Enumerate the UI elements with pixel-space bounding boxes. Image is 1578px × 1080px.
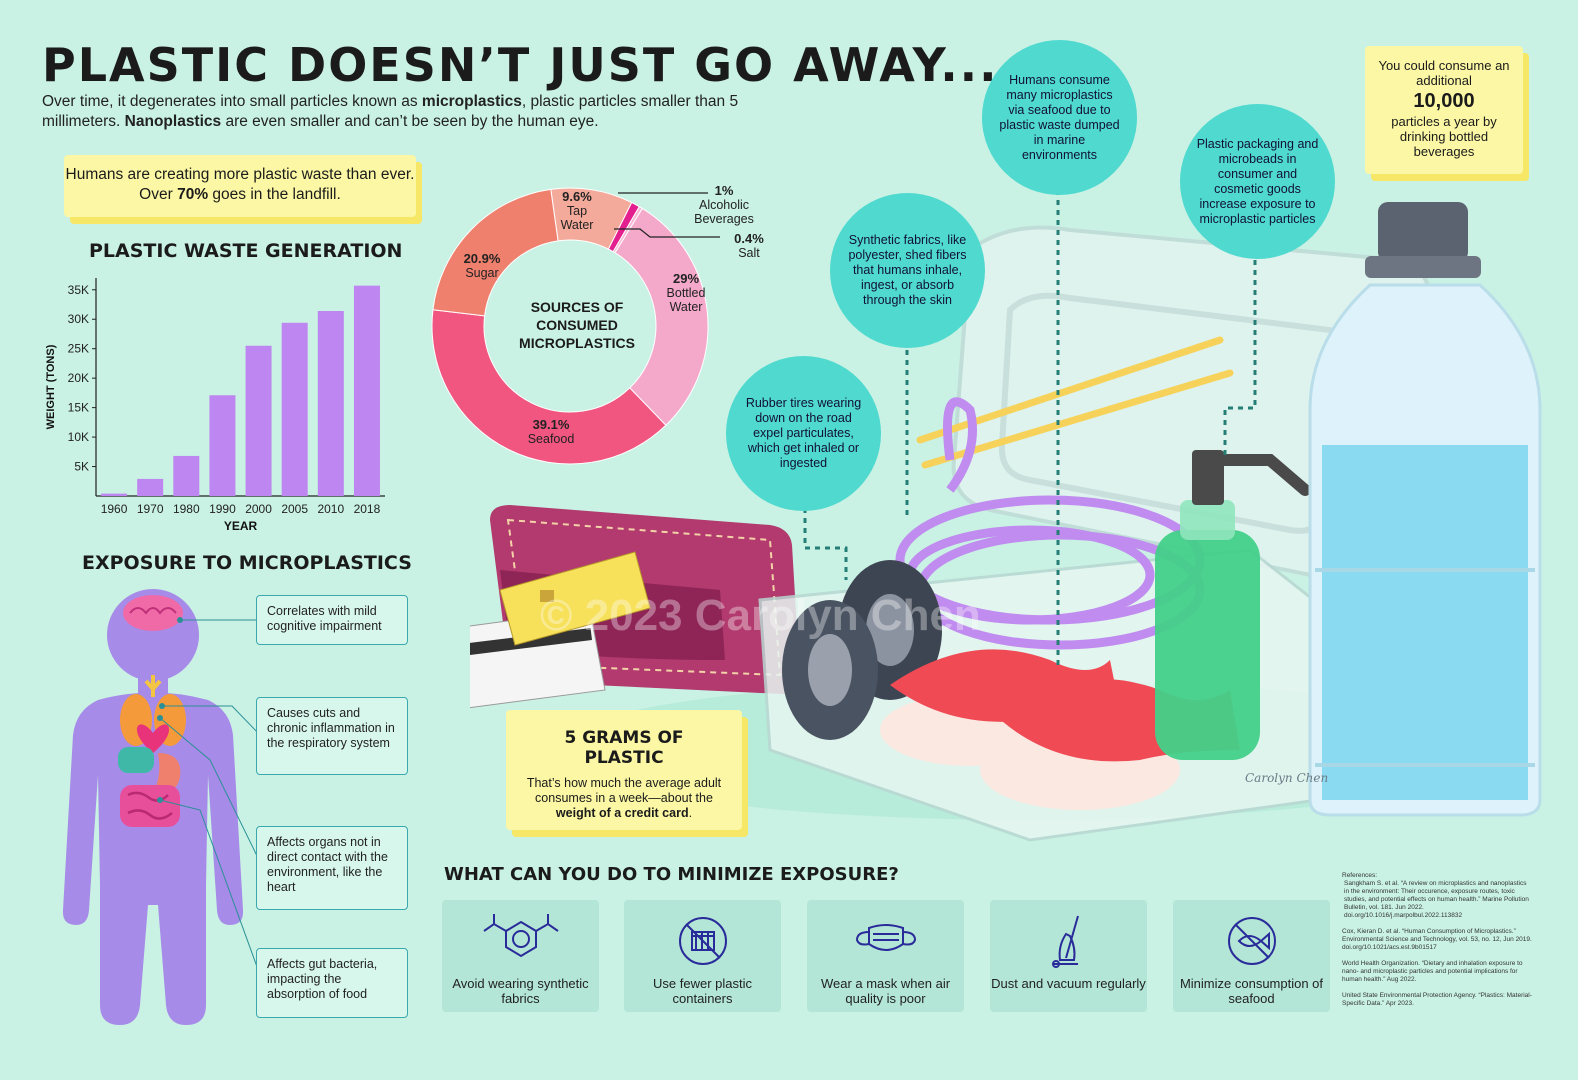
bar-1960 bbox=[101, 493, 128, 496]
donut-label-tap: 9.6% Tap Water bbox=[560, 189, 594, 233]
donut-label-bottled: 29% Bottled Water bbox=[666, 271, 706, 315]
x-tick-label: 1970 bbox=[137, 502, 164, 516]
x-tick-label: 1990 bbox=[209, 502, 236, 516]
donut-slice-bottled-water bbox=[614, 207, 709, 426]
y-axis-label: WEIGHT (TONS) bbox=[45, 344, 57, 429]
five-grams-heading: 5 GRAMS OF PLASTIC bbox=[564, 728, 684, 768]
reference-item: World Health Organization. “Dietary and … bbox=[1342, 960, 1523, 983]
donut-slice-seafood bbox=[431, 309, 667, 465]
x-axis-label: YEAR bbox=[224, 519, 258, 533]
y-tick-label: 30K bbox=[68, 312, 89, 326]
x-tick-label: 2018 bbox=[354, 502, 381, 516]
bar-2005 bbox=[281, 322, 308, 496]
scene-illustration: Carolyn Chen © 2023 Carolyn Chen bbox=[470, 202, 1542, 842]
x-tick-label: 1960 bbox=[101, 502, 128, 516]
donut-label-salt: 0.4% Salt bbox=[734, 231, 764, 261]
five-grams-note: 5 GRAMS OF PLASTIC That’s how much the a… bbox=[506, 710, 742, 830]
reference-item: United State Environmental Protection Ag… bbox=[1342, 992, 1532, 1007]
x-tick-label: 1980 bbox=[173, 502, 200, 516]
callout-heart: Affects organs not in direct contact wit… bbox=[256, 826, 408, 910]
donut-center-label: SOURCES OF CONSUMED MICROPLASTICS bbox=[519, 299, 635, 351]
illustration-signature: Carolyn Chen bbox=[1245, 771, 1328, 785]
bubble-packaging: Plastic packaging and microbeads in cons… bbox=[1180, 104, 1335, 259]
particles-count: 10,000 bbox=[1413, 90, 1475, 112]
bar-1970 bbox=[137, 478, 164, 496]
page-title: PLASTIC DOESN’T JUST GO AWAY... bbox=[42, 38, 999, 92]
y-tick-label: 5K bbox=[74, 460, 89, 474]
donut-leader-lines bbox=[614, 192, 720, 238]
bubble-tires: Rubber tires wearing down on the road ex… bbox=[726, 356, 881, 511]
y-tick-label: 15K bbox=[68, 401, 89, 415]
microplastic-sources-donut bbox=[431, 187, 709, 465]
brain-icon bbox=[123, 595, 183, 631]
human-body-illustration bbox=[62, 589, 244, 1025]
bar-1990 bbox=[209, 395, 236, 496]
trachea-icon bbox=[144, 675, 162, 697]
bottled-beverage-note: You could consume an additional 10,000 p… bbox=[1365, 46, 1523, 174]
tires-illustration bbox=[782, 560, 942, 740]
soap-dispenser-illustration bbox=[1155, 450, 1311, 760]
donut-label-alcoholic: 1% Alcoholic Beverages bbox=[694, 183, 754, 227]
landfill-note: Humans are creating more plastic waste t… bbox=[64, 155, 416, 217]
x-tick-label: 2005 bbox=[281, 502, 308, 516]
callout-gut: Affects gut bacteria, impacting the abso… bbox=[256, 948, 408, 1018]
x-tick-label: 2000 bbox=[245, 502, 272, 516]
donut-label-seafood: 39.1% Seafood bbox=[527, 417, 575, 447]
exposure-leader-lines bbox=[157, 617, 261, 976]
heart-icon bbox=[136, 724, 170, 753]
bar-2000 bbox=[245, 345, 272, 496]
bar-2010 bbox=[317, 310, 344, 496]
no-containers-icon bbox=[678, 917, 727, 965]
bar-1980 bbox=[173, 455, 200, 496]
exposure-heading: EXPOSURE TO MICROPLASTICS bbox=[82, 552, 412, 574]
tip-fabrics: Avoid wearing synthetic fabrics bbox=[442, 900, 599, 1012]
bubble-fabrics: Synthetic fabrics, like polyester, shed … bbox=[830, 193, 985, 348]
water-bottle-illustration bbox=[1308, 202, 1542, 817]
waste-bar-chart: 5K 10K 15K 20K 25K 30K 35K 1960 1970 1980 1990 2000… bbox=[45, 278, 385, 533]
y-tick-label: 35K bbox=[68, 283, 89, 297]
intro-text: Over time, it degenerates into small par… bbox=[42, 93, 739, 130]
tip-seafood: Minimize consumption of seafood bbox=[1173, 900, 1330, 1012]
y-tick-label: 10K bbox=[68, 430, 89, 444]
x-tick-label: 2010 bbox=[317, 502, 344, 516]
minimize-heading: WHAT CAN YOU DO TO MINIMIZE EXPOSURE? bbox=[444, 864, 899, 885]
tip-mask: Wear a mask when air quality is poor bbox=[807, 900, 964, 1012]
y-tick-label: 25K bbox=[68, 342, 89, 356]
donut-label-sugar: 20.9% Sugar bbox=[463, 251, 501, 281]
molecule-icon bbox=[482, 914, 559, 958]
references: References: Sangkham S. et al. “A review… bbox=[1342, 872, 1532, 1007]
face-mask-icon bbox=[855, 924, 916, 951]
bar-2018 bbox=[353, 285, 380, 496]
reference-item: Sangkham S. et al. “A review on micropla… bbox=[1344, 880, 1529, 919]
donut-slice-sugar bbox=[432, 188, 559, 317]
bubble-seafood: Humans consume many microplastics via se… bbox=[982, 40, 1137, 195]
y-tick-label: 20K bbox=[68, 371, 89, 385]
tip-containers: Use fewer plastic containers bbox=[624, 900, 781, 1012]
credit-cards-illustration bbox=[470, 551, 651, 709]
tip-vacuum: Dust and vacuum regularly bbox=[990, 900, 1147, 1012]
reference-item: Cox, Kieran D. et al. “Human Consumption… bbox=[1342, 928, 1532, 951]
callout-lungs: Causes cuts and chronic inflammation in … bbox=[256, 697, 408, 775]
liver-icon bbox=[118, 747, 154, 773]
vacuum-icon bbox=[1051, 915, 1079, 968]
watermark: © 2023 Carolyn Chen bbox=[540, 591, 981, 640]
no-fish-icon bbox=[1227, 917, 1276, 965]
stomach-icon bbox=[154, 753, 181, 793]
waste-chart-heading: PLASTIC WASTE GENERATION bbox=[89, 240, 403, 262]
callout-brain: Correlates with mild cognitive impairmen… bbox=[256, 595, 408, 645]
